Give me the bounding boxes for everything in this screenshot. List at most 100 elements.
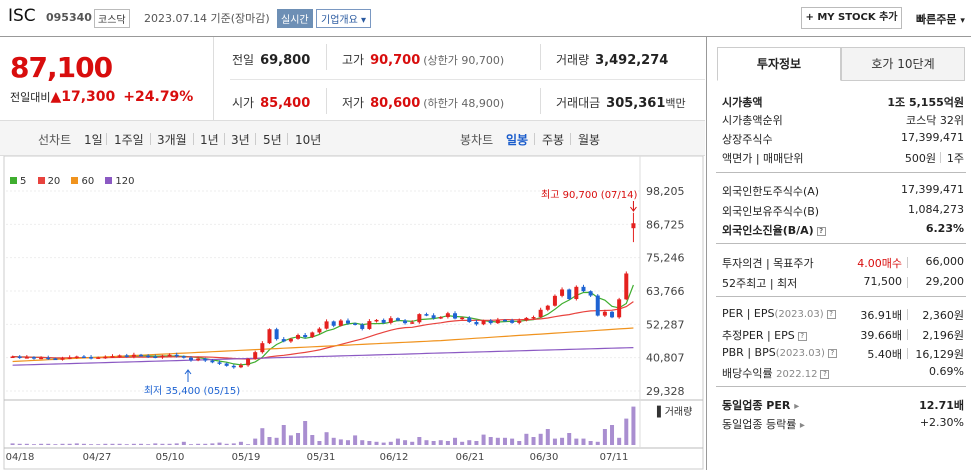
volume-bar bbox=[431, 441, 436, 445]
candle bbox=[67, 357, 72, 359]
upper-limit: (상한가 90,700) bbox=[423, 54, 505, 67]
candle bbox=[231, 365, 236, 368]
help-icon[interactable]: ? bbox=[827, 349, 837, 358]
candle bbox=[260, 343, 265, 353]
row-pbr: PBR | BPS(2023.03)? 5.40배 16,129원 bbox=[722, 345, 964, 363]
period-3m[interactable]: 3개월 bbox=[157, 133, 187, 147]
quick-order-label: 빠른주문 bbox=[916, 13, 957, 26]
divider bbox=[540, 44, 541, 70]
volume-bar bbox=[567, 433, 572, 445]
period-5y[interactable]: 5년 bbox=[263, 133, 282, 147]
amount-label: 거래대금 bbox=[556, 96, 601, 110]
ma60-line bbox=[12, 327, 634, 363]
candle bbox=[460, 317, 465, 320]
stock-code: 095340 bbox=[46, 11, 92, 24]
volume-bar bbox=[574, 438, 579, 445]
candle bbox=[374, 319, 379, 322]
candle bbox=[139, 354, 144, 357]
company-overview-label: 기업개요 bbox=[321, 15, 358, 26]
candle bbox=[481, 320, 486, 325]
volume-bar bbox=[374, 441, 379, 445]
volume-bar bbox=[196, 443, 201, 445]
tab-investment-info[interactable]: 투자정보 bbox=[717, 47, 841, 81]
max-annotation: 최고 90,700 (07/14) bbox=[541, 189, 637, 201]
volume-bar bbox=[538, 433, 543, 445]
candle bbox=[131, 354, 136, 357]
period-10y[interactable]: 10년 bbox=[295, 133, 322, 147]
divider bbox=[255, 133, 256, 145]
tab-orderbook[interactable]: 호가 10단계 bbox=[841, 47, 965, 81]
bps-value: 16,129원 bbox=[915, 348, 964, 361]
volume-bar bbox=[481, 434, 486, 445]
my-stock-add-button[interactable]: + MY STOCK 추가 bbox=[801, 7, 902, 29]
min-arrow-head bbox=[184, 369, 192, 375]
stat-volume: 거래량 3,492,274 bbox=[556, 51, 668, 68]
help-icon[interactable]: ? bbox=[826, 310, 836, 319]
current-price: 87,100 bbox=[10, 51, 113, 84]
candle bbox=[253, 352, 258, 359]
row-industry-per: 동일업종 PER ▸ 12.71배 bbox=[722, 396, 964, 414]
stock-name: ISC bbox=[8, 6, 36, 26]
volume-bar bbox=[360, 440, 365, 445]
realtime-button[interactable]: 실시간 bbox=[277, 9, 313, 28]
est-eps-value: 2,196원 bbox=[922, 329, 964, 342]
candle-monthly[interactable]: 월봉 bbox=[578, 133, 601, 147]
candle-weekly[interactable]: 주봉 bbox=[542, 133, 565, 147]
candle bbox=[517, 320, 522, 323]
open-label: 시가 bbox=[232, 96, 255, 110]
candle bbox=[610, 311, 615, 318]
divider bbox=[326, 88, 327, 114]
volume-bar bbox=[67, 443, 72, 445]
divider bbox=[193, 133, 194, 145]
help-icon[interactable]: ? bbox=[797, 332, 807, 341]
candle bbox=[495, 319, 500, 324]
quick-order-button[interactable]: 빠른주문 ▾ bbox=[916, 11, 965, 27]
volume-bar bbox=[46, 443, 51, 445]
volume-bar bbox=[103, 443, 108, 445]
volume-bar bbox=[531, 437, 536, 445]
volume-bar bbox=[167, 443, 172, 445]
candle bbox=[502, 319, 507, 322]
volume-bar bbox=[53, 444, 58, 445]
volume-bar bbox=[31, 444, 36, 445]
candle bbox=[345, 320, 350, 324]
foreign-ratio-value: 6.23% bbox=[925, 222, 964, 235]
divider bbox=[907, 277, 908, 288]
ma5-line bbox=[12, 284, 634, 366]
price-chart[interactable]: 98,205 86,725 75,246 63,766 52,287 40,807 29,3… bbox=[0, 156, 705, 470]
candle bbox=[74, 356, 79, 359]
base-date: 2023.07.14 기준(장마감) bbox=[144, 12, 270, 25]
div-value: 0.69% bbox=[929, 365, 964, 378]
divider bbox=[907, 309, 908, 320]
candle bbox=[631, 223, 636, 229]
y-tick-label: 63,766 bbox=[646, 285, 685, 298]
period-1w[interactable]: 1주일 bbox=[114, 133, 144, 147]
volume-bar bbox=[203, 443, 208, 445]
company-overview-dropdown[interactable]: 기업개요 ▾ bbox=[316, 9, 372, 28]
volume-bar bbox=[303, 421, 308, 445]
volume-bar bbox=[331, 437, 336, 445]
help-icon[interactable]: ? bbox=[820, 370, 830, 379]
ma20-line bbox=[12, 301, 634, 360]
volume-bar bbox=[288, 435, 293, 445]
w52-high: 71,500 bbox=[863, 275, 903, 288]
period-1d[interactable]: 1일 bbox=[84, 133, 103, 147]
prev-label: 전일 bbox=[232, 53, 255, 67]
divider bbox=[716, 296, 966, 297]
candle bbox=[110, 356, 115, 358]
divider bbox=[716, 243, 966, 244]
volume-bar bbox=[296, 433, 301, 445]
est-per-label: 추정PER | EPS? bbox=[722, 327, 807, 343]
candle-daily[interactable]: 일봉 bbox=[506, 133, 529, 147]
volume-bar bbox=[417, 437, 422, 445]
opinion-value: 4.00매수 bbox=[857, 257, 902, 270]
row-dividend: 배당수익률 2022.12? 0.69% bbox=[722, 364, 964, 382]
w52-label: 52주최고 | 최저 bbox=[722, 277, 798, 290]
period-1y[interactable]: 1년 bbox=[200, 133, 219, 147]
help-icon[interactable]: ? bbox=[816, 227, 826, 236]
ma-legend: 5 20 60 120 bbox=[10, 176, 143, 187]
candle bbox=[24, 357, 29, 359]
candle bbox=[581, 286, 586, 292]
period-3y[interactable]: 3년 bbox=[231, 133, 250, 147]
volume-bar bbox=[260, 428, 265, 445]
